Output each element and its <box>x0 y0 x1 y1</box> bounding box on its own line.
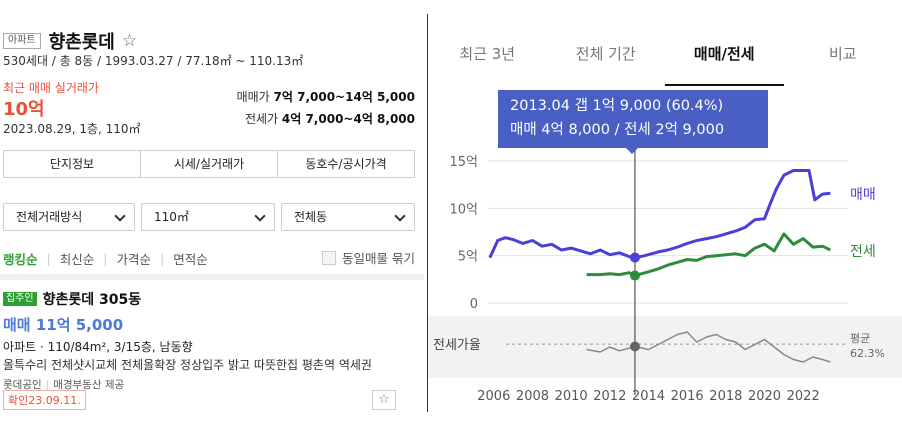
listing-item[interactable]: 집주인 향촌롯데 305동 매매 11억 5,000 아파트 · 110/84m²… <box>3 288 415 392</box>
listing-agent: 롯데공인 | 매경부동산 제공 <box>3 378 125 391</box>
listing-price: 매매 11억 5,000 <box>3 315 124 334</box>
x-tick-label: 2018 <box>709 389 742 404</box>
chevron-down-icon <box>254 210 266 222</box>
sort-ranking[interactable]: 랭킹순 <box>3 252 38 267</box>
chevron-down-icon <box>394 210 406 222</box>
apartment-name: 향촌롯데 <box>48 32 115 53</box>
sort-options: 랭킹순 | 최신순 | 가격순 | 면적순 <box>3 251 208 267</box>
sale-series-label: 매매 <box>850 187 876 203</box>
tab-sale-jeonse[interactable]: 매매/전세 <box>665 30 784 86</box>
type-tag: 아파트 <box>3 33 41 49</box>
tab-complex-info[interactable]: 단지정보 <box>4 151 141 177</box>
average-label: 평균 <box>850 332 870 345</box>
x-tick-label: 2012 <box>593 389 626 404</box>
recent-trade-label: 최근 매매 실거래가 <box>3 81 99 95</box>
x-tick-label: 2006 <box>477 389 510 404</box>
jeonse-cursor-dot <box>629 270 640 281</box>
tab-all-period[interactable]: 전체 기간 <box>575 45 636 63</box>
title-row: 아파트 향촌롯데 ☆ <box>3 28 137 54</box>
jeonse-series-label: 전세 <box>850 244 876 260</box>
owner-badge: 집주인 <box>3 291 37 306</box>
sale-series-line <box>488 169 831 260</box>
tab-price-history[interactable]: 시세/실거래가 <box>141 151 278 177</box>
x-tick-label: 2020 <box>748 389 781 404</box>
panel-divider <box>427 14 428 412</box>
info-tabs: 단지정보 시세/실거래가 동호수/공시가격 <box>3 150 415 178</box>
y-tick-label: 0 <box>470 297 478 312</box>
average-value: 62.3% <box>850 347 885 360</box>
tab-unit-tax[interactable]: 동호수/공시가격 <box>305 157 387 171</box>
ratio-cursor-dot <box>629 341 640 352</box>
complex-info-panel: 아파트 향촌롯데 ☆ 530세대 / 총 8동 / 1993.03.27 / 7… <box>0 0 424 434</box>
chart-tabs: 최근 3년 전체 기간 매매/전세 비교 <box>428 30 902 86</box>
sort-price[interactable]: 가격순 <box>116 252 151 267</box>
trade-type-select[interactable]: 전체거래방식 <box>3 203 135 231</box>
ratio-band <box>428 316 902 378</box>
star-icon[interactable]: ☆ <box>121 31 138 51</box>
jeonse-series-line <box>586 232 831 277</box>
listing-title: 향촌롯데 305동 <box>42 291 142 308</box>
listing-description: 올특수리 전체샷시교체 전체올확장 정상입주 밝고 따뜻한집 평촌역 역세권 <box>3 357 372 372</box>
x-tick-label: 2014 <box>632 389 665 404</box>
listing-spec: 아파트 · 110/84m², 3/15층, 남동향 <box>3 339 193 354</box>
group-checkbox[interactable] <box>322 250 337 265</box>
sale-price-range: 매매가 7억 7,000~14억 5,000 <box>236 90 415 104</box>
x-tick-label: 2008 <box>516 389 549 404</box>
section-divider <box>0 274 424 280</box>
sort-area[interactable]: 면적순 <box>173 252 208 267</box>
chart-tooltip: 2013.04 갭 1억 9,000 (60.4%) 매매 4억 8,000 /… <box>498 90 768 154</box>
group-same-listings: 동일매물 묶기 <box>322 248 415 267</box>
recent-trade-date: 2023.08.29, 1층, 110㎡ <box>3 122 141 136</box>
x-tick-label: 2010 <box>555 389 588 404</box>
chevron-down-icon <box>114 210 126 222</box>
favorite-button[interactable]: ☆ <box>372 390 396 410</box>
tab-compare[interactable]: 비교 <box>828 45 857 63</box>
x-tick-label: 2022 <box>787 389 820 404</box>
y-tick-label: 10억 <box>449 202 478 217</box>
y-tick-label: 15억 <box>449 155 478 170</box>
y-tick-label: 5억 <box>458 250 478 265</box>
area-select[interactable]: 110㎡ <box>141 203 275 231</box>
ratio-label: 전세가율 <box>433 338 481 353</box>
complex-summary: 530세대 / 총 8동 / 1993.03.27 / 77.18㎡ ~ 110… <box>3 54 304 68</box>
x-tick-label: 2016 <box>671 389 704 404</box>
star-icon: ☆ <box>378 392 390 407</box>
jeonse-price-range: 전세가 4억 7,000~4억 8,000 <box>244 112 415 126</box>
recent-trade-price: 10억 <box>3 99 45 120</box>
confirm-date-badge: 확인23.09.11. <box>3 390 86 410</box>
dong-select[interactable]: 전체동 <box>281 203 415 231</box>
sort-latest[interactable]: 최신순 <box>59 252 95 267</box>
group-label: 동일매물 묶기 <box>342 251 415 266</box>
tab-recent-3y[interactable]: 최근 3년 <box>459 45 516 63</box>
sale-cursor-dot <box>629 252 640 263</box>
